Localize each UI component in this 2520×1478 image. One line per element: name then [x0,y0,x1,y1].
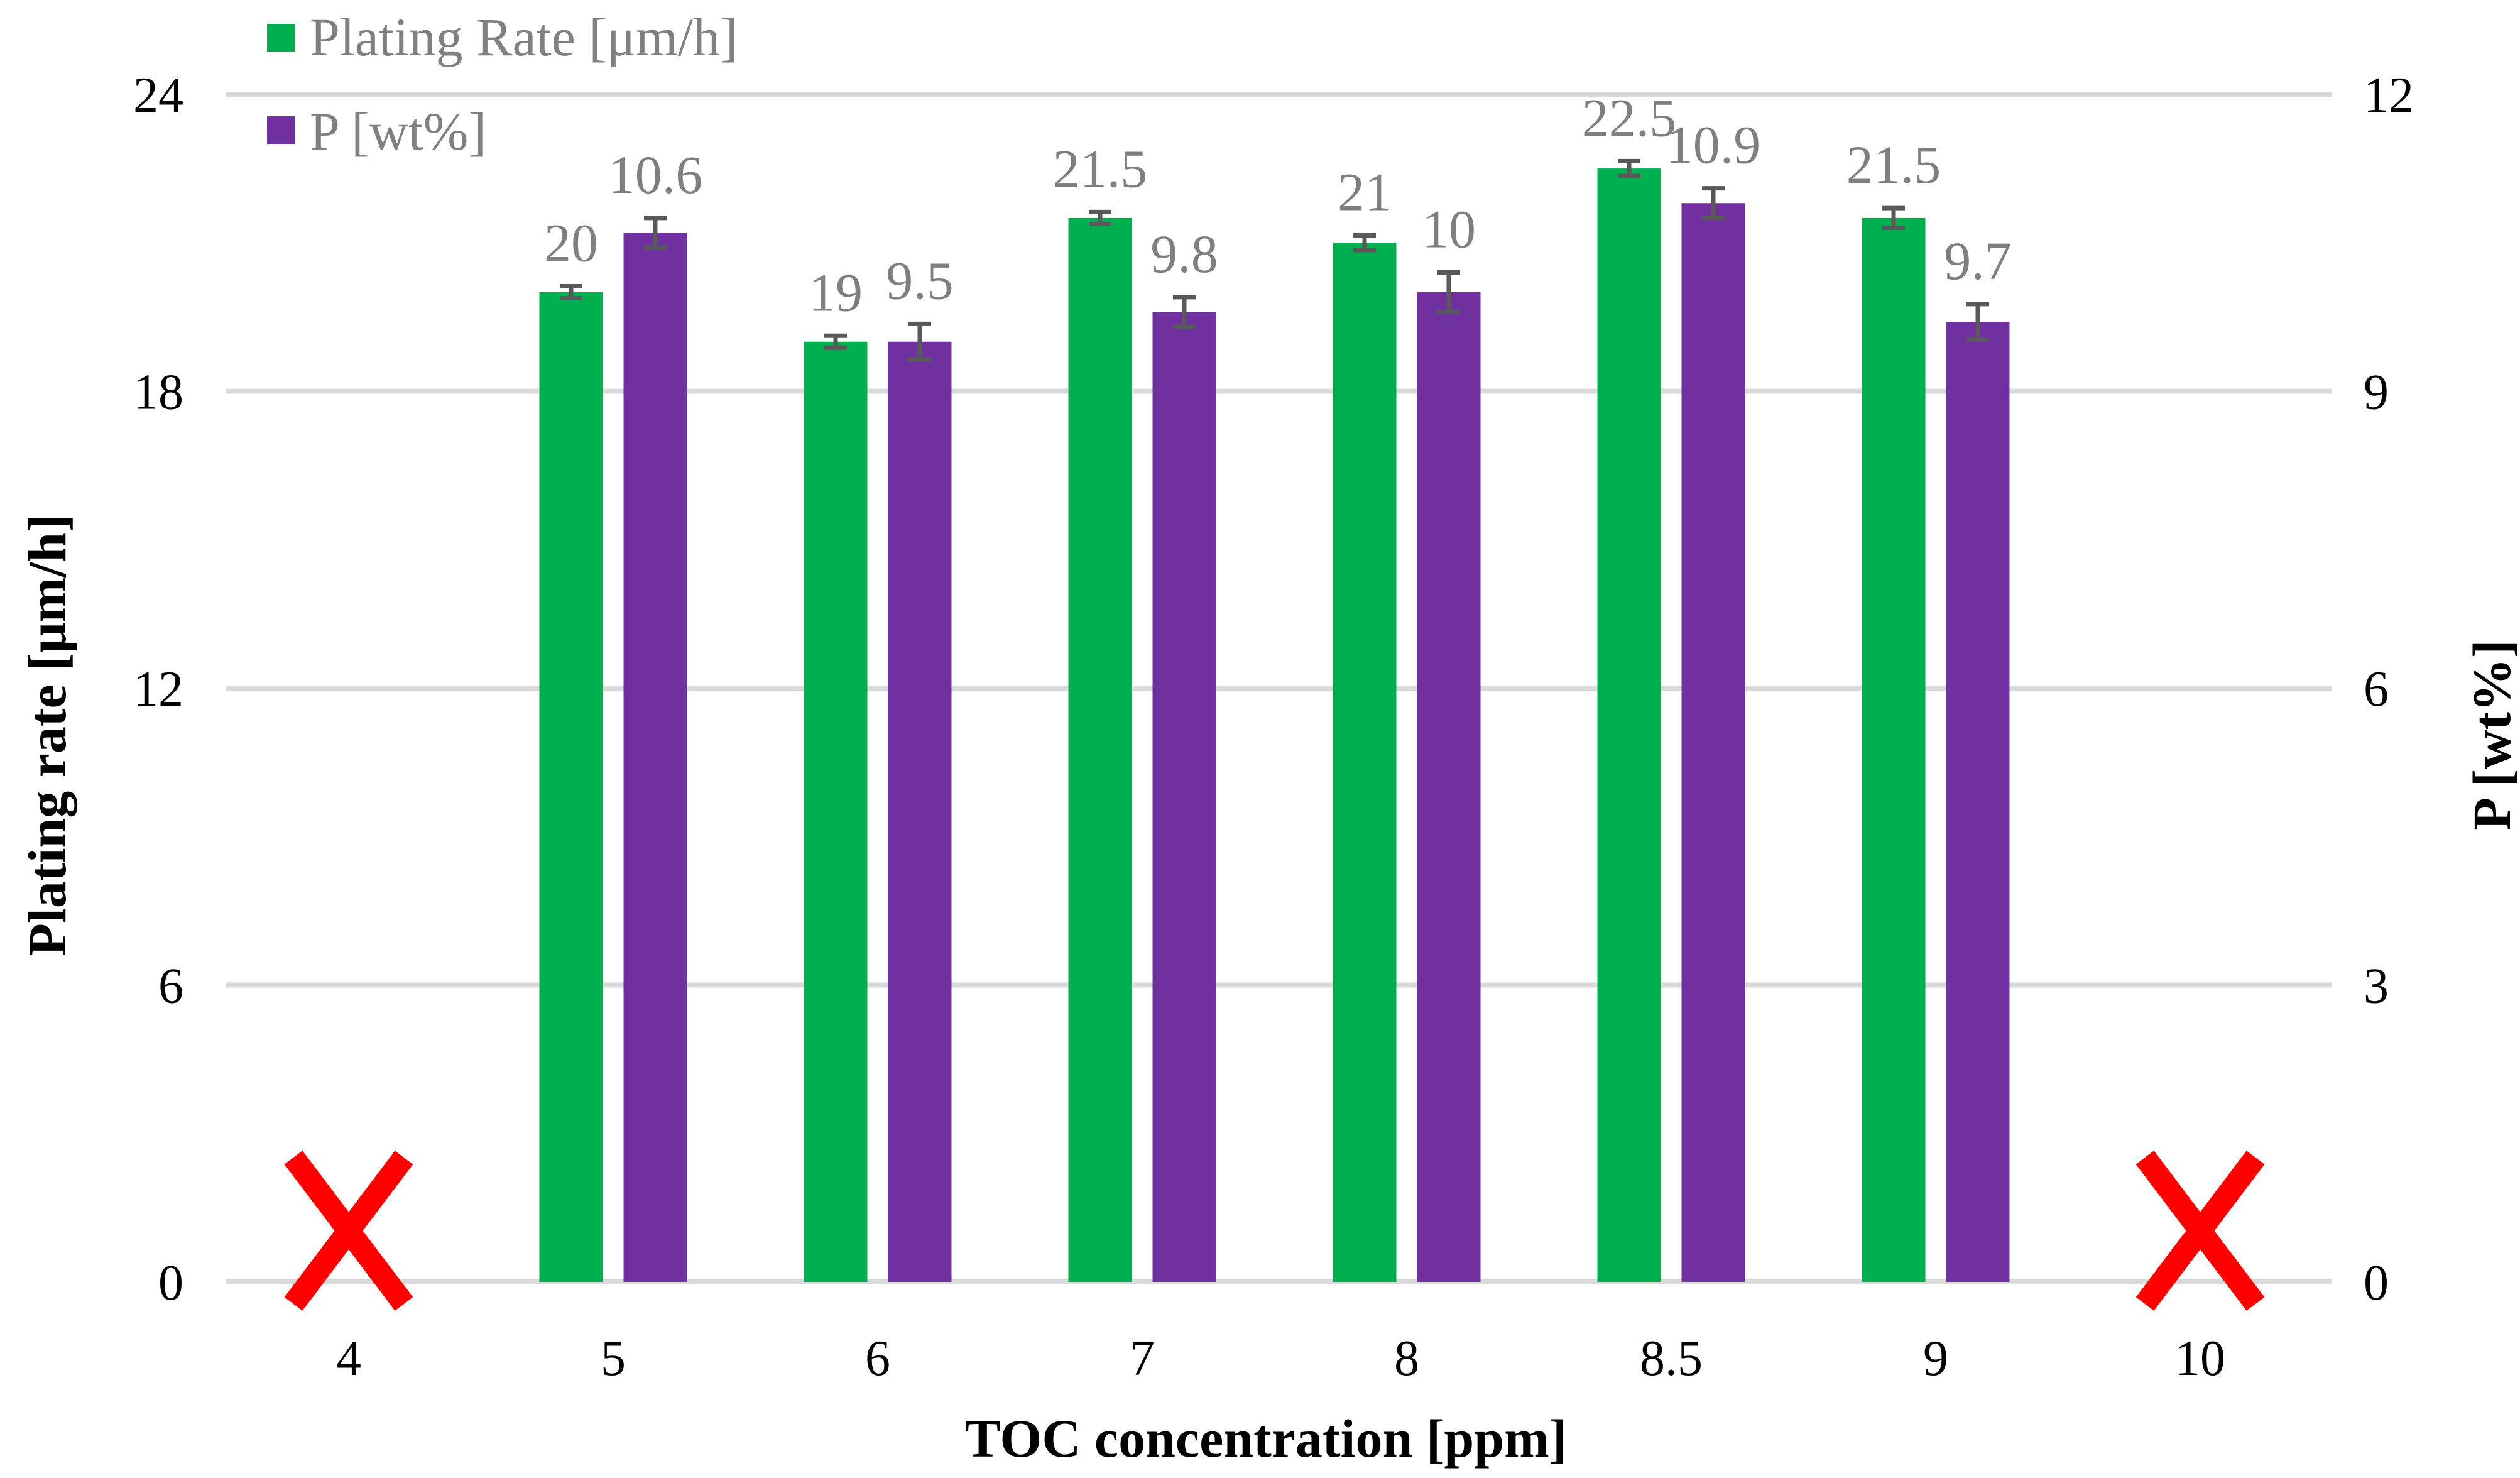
y-tick-label: 18 [133,365,183,420]
y2-tick-label: 3 [2364,959,2389,1014]
legend-swatch-plating-rate [267,24,295,52]
plating-rate-label: 20 [544,213,598,273]
plating-rate-label: 21.5 [1053,138,1148,199]
error-bars [560,161,1989,359]
y-tick-label: 0 [158,1256,183,1311]
y-tick-label: 12 [133,662,183,717]
y-axis-title: Plating rate [μm/h] [17,514,77,956]
bars [540,168,2010,1282]
left-axis-ticks: 0 6 12 18 24 [133,68,183,1311]
plating-rate-bar [540,292,603,1282]
plating-rate-label: 19 [809,262,863,322]
y2-tick-label: 9 [2364,365,2389,420]
x-tick-label: 6 [865,1331,890,1386]
plating-rate-bar [1333,243,1397,1282]
x-tick-label: 8 [1394,1331,1419,1386]
x-axis-ticks: 4 5 6 7 8 8.5 9 10 [336,1331,2225,1386]
p-bar [1682,203,1745,1282]
right-axis-ticks: 0 3 6 9 12 [2364,68,2414,1311]
y-tick-label: 6 [158,959,183,1014]
x-tick-label: 5 [601,1331,626,1386]
plating-rate-bar [804,342,868,1282]
y2-tick-label: 0 [2364,1256,2389,1311]
p-bar [1417,292,1481,1282]
plating-rate-label: 21.5 [1846,134,1941,195]
y2-axis-title: P [wt%] [2462,640,2520,830]
plating-rate-bar [1862,218,1926,1282]
x-axis-title: TOC concentration [ppm] [965,1408,1568,1469]
p-bar [888,342,952,1282]
p-bar [624,233,687,1283]
y2-tick-label: 12 [2364,68,2414,123]
p-bar [1153,312,1216,1283]
legend-label-plating-rate: Plating Rate [μm/h] [310,7,738,67]
legend-label-p: P [wt%] [310,101,486,161]
plating-rate-bar [1598,168,1661,1282]
y2-tick-label: 6 [2364,662,2389,717]
x-tick-label: 9 [1923,1331,1948,1386]
p-bar [1946,322,2010,1282]
plating-rate-bar [1069,218,1132,1282]
x-tick-label: 10 [2175,1331,2225,1386]
plating-rate-label: 21 [1338,161,1392,222]
x-tick-label: 4 [336,1331,361,1386]
plating-rate-label: 22.5 [1582,87,1677,148]
p-label: 9.8 [1150,224,1218,284]
p-label: 10.6 [608,145,703,205]
data-labels: 20 19 21.5 21 22.5 21.5 10.6 9.5 9.8 10 10.9 9.7 [544,87,2012,322]
y-tick-label: 24 [133,68,183,123]
p-label: 10 [1422,199,1476,260]
legend-swatch-p [267,116,295,144]
p-label: 10.9 [1666,115,1761,175]
p-label: 9.7 [1944,231,2012,291]
x-tick-label: 7 [1130,1331,1155,1386]
chart: 20 19 21.5 21 22.5 21.5 10.6 9.5 9.8 10 10.9 9.7 0 6… [0,0,2520,1478]
p-label: 9.5 [886,250,954,310]
legend: Plating Rate [μm/h] P [wt%] [267,7,738,161]
x-tick-label: 8.5 [1640,1331,1703,1386]
